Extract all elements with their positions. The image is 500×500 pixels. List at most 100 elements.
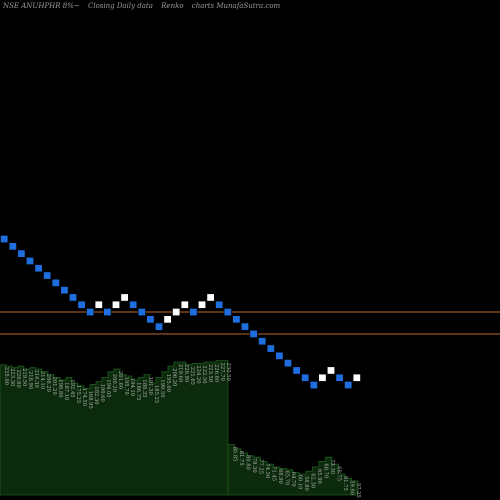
volume-value-label: 201.60 <box>117 371 123 389</box>
symbol-label: NSE ANUHPHR 8%~ <box>3 2 80 10</box>
volume-value-label: 206.20 <box>171 368 177 386</box>
renko-brick-down <box>0 235 9 243</box>
volume-value-label: 185.25 <box>153 385 159 403</box>
volume-value-label: 168.95 <box>87 391 93 409</box>
renko-brick-down <box>223 308 232 316</box>
volume-value-label: 80.80 <box>244 455 250 470</box>
renko-brick-down <box>86 308 95 316</box>
volume-value-label: 221.65 <box>189 367 195 385</box>
volume-value-label: 65.70 <box>283 470 289 485</box>
data-kind-label: Closing Daily data <box>87 2 153 10</box>
volume-value-label: 214.10 <box>39 371 45 389</box>
volume-value-label: 68.70 <box>322 463 328 478</box>
volume-value-label: 73.30 <box>329 459 335 474</box>
volume-value-label: 182.30 <box>93 386 99 404</box>
renko-brick-down <box>137 308 146 316</box>
volume-value-label: 191.30 <box>147 377 153 395</box>
volume-value-label: 74.50 <box>264 463 270 478</box>
volume-value-label: 216.30 <box>33 370 39 388</box>
volume-value-label: 57.25 <box>355 483 361 498</box>
source-label: charts MunafaSutra.com <box>191 2 281 10</box>
volume-value-label: 62.30 <box>309 473 315 488</box>
volume-value-label: 222.50 <box>201 365 207 383</box>
renko-brick-up <box>120 293 129 302</box>
renko-brick-down <box>301 373 310 382</box>
renko-brick-down <box>69 293 78 302</box>
renko-brick-down <box>215 300 224 309</box>
volume-value-label: 195.70 <box>123 377 129 395</box>
renko-brick-down <box>146 315 155 324</box>
renko-brick-down <box>344 381 353 389</box>
renko-brick-up <box>198 300 207 309</box>
volume-value-label: 206.20 <box>45 374 51 392</box>
volume-value-label: 195.60 <box>165 374 171 392</box>
renko-brick-down <box>77 300 86 309</box>
renko-brick-down <box>51 278 60 287</box>
volume-value-label: 68.75 <box>335 466 341 481</box>
volume-value-label: 226.60 <box>213 364 219 382</box>
volume-value-label: 194.05 <box>105 379 111 397</box>
renko-brick-down <box>189 308 198 316</box>
chart-type-label: Renko <box>161 2 184 10</box>
renko-brick-down <box>309 381 318 389</box>
volume-value-label: 220.80 <box>15 370 21 388</box>
renko-brick-down <box>43 271 52 280</box>
volume-value-label: 58.80 <box>303 476 309 491</box>
renko-brick-down <box>129 300 138 309</box>
renko-brick-down <box>292 366 301 375</box>
volume-value-label: 201.20 <box>51 377 57 395</box>
renko-brick-down <box>232 315 241 324</box>
renko-brick-up <box>172 308 181 316</box>
renko-brick-down <box>155 322 164 331</box>
volume-value-label: 71.45 <box>270 466 276 481</box>
volume-value-label: 200.20 <box>111 374 117 392</box>
renko-brick-up <box>326 366 335 375</box>
volume-value-label: 194.10 <box>129 378 135 396</box>
renko-brick-up <box>206 293 215 302</box>
renko-brick-up <box>318 373 327 382</box>
volume-value-label: 225.00 <box>3 367 9 385</box>
renko-brick-down <box>335 373 344 382</box>
volume-value-label: 86.85 <box>231 447 237 462</box>
renko-brick-down <box>241 322 250 331</box>
volume-area-segment-2 <box>227 444 359 496</box>
renko-brick-down <box>266 344 275 353</box>
renko-brick-down <box>275 351 284 360</box>
renko-brick-up <box>352 373 361 382</box>
volume-value-label: 188.35 <box>141 379 147 397</box>
volume-value-label: 190.50 <box>159 379 165 397</box>
volume-value-label: 218.90 <box>27 371 33 389</box>
renko-brick-down <box>34 264 43 273</box>
renko-brick-down <box>8 242 17 251</box>
renko-brick-up <box>94 300 103 309</box>
volume-value-label: 190.60 <box>99 384 105 402</box>
volume-value-label: 59.60 <box>348 480 354 495</box>
volume-value-label: 68.90 <box>277 469 283 484</box>
volume-value-label: 223.30 <box>9 368 15 386</box>
renko-brick-down <box>25 256 34 265</box>
renko-brick-down <box>60 286 69 295</box>
volume-value-label: 224.20 <box>195 365 201 383</box>
renko-brick-down <box>103 308 112 316</box>
volume-value-label: 81.75 <box>238 451 244 466</box>
renko-brick-down <box>258 337 267 346</box>
volume-value-label: 174.50 <box>81 388 87 406</box>
volume-value-label: 196.80 <box>57 379 63 397</box>
volume-value-label: 65.90 <box>316 469 322 484</box>
volume-value-label: 192.45 <box>69 379 75 397</box>
renko-brick-up <box>163 315 172 324</box>
volume-value-label: 175.25 <box>75 385 81 403</box>
volume-value-label: 219.50 <box>21 368 27 386</box>
volume-area-segment-1 <box>0 360 229 496</box>
volume-value-label: 61.75 <box>342 476 348 491</box>
volume-value-label: 219.60 <box>177 364 183 382</box>
renko-brick-up <box>112 300 121 309</box>
chart-header: NSE ANUHPHR 8%~ Closing Daily data Renko… <box>3 2 286 10</box>
renko-brick-down <box>249 329 258 338</box>
volume-value-label: 64.70 <box>290 472 296 487</box>
volume-value-label: 78.30 <box>251 458 257 473</box>
renko-brick-up <box>180 300 189 309</box>
volume-value-label: 187.10 <box>63 382 69 400</box>
volume-value-label: 226.90 <box>183 364 189 382</box>
